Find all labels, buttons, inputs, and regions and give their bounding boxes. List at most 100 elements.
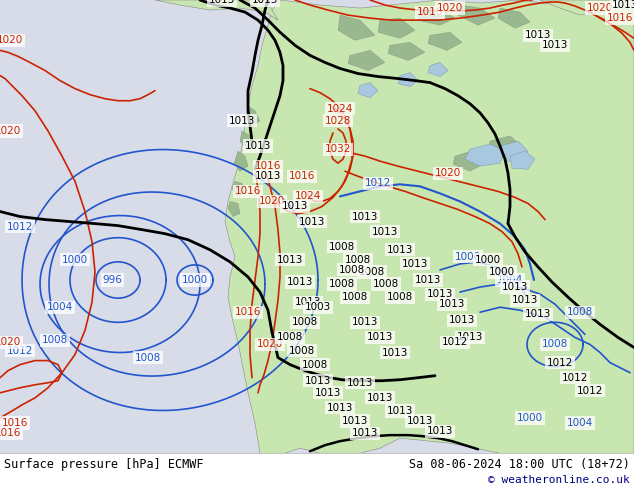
Polygon shape bbox=[428, 62, 448, 76]
Text: 1013: 1013 bbox=[352, 212, 378, 221]
Text: 1032: 1032 bbox=[325, 144, 351, 154]
Text: 1000: 1000 bbox=[455, 252, 481, 262]
Text: 1013: 1013 bbox=[347, 378, 373, 388]
Text: 1013: 1013 bbox=[525, 30, 551, 40]
Polygon shape bbox=[398, 73, 418, 87]
Text: 1016: 1016 bbox=[289, 172, 315, 181]
Text: 1000: 1000 bbox=[517, 413, 543, 423]
Text: 1016: 1016 bbox=[0, 428, 21, 438]
Polygon shape bbox=[378, 18, 415, 38]
Text: 1016: 1016 bbox=[235, 307, 261, 317]
Polygon shape bbox=[245, 106, 260, 126]
Text: 1013: 1013 bbox=[387, 406, 413, 416]
Text: 1008: 1008 bbox=[329, 279, 355, 289]
Text: 1013: 1013 bbox=[327, 403, 353, 413]
Text: 1000: 1000 bbox=[489, 267, 515, 277]
Text: 1008: 1008 bbox=[135, 353, 161, 363]
Text: 1013: 1013 bbox=[352, 318, 378, 327]
Text: 1008: 1008 bbox=[277, 332, 303, 343]
Text: 1013: 1013 bbox=[367, 332, 393, 343]
Text: © weatheronline.co.uk: © weatheronline.co.uk bbox=[488, 475, 630, 485]
Polygon shape bbox=[225, 0, 634, 453]
Text: 1013: 1013 bbox=[287, 277, 313, 287]
Text: 1013: 1013 bbox=[352, 428, 378, 438]
Text: 1008: 1008 bbox=[339, 265, 365, 275]
Text: 1008: 1008 bbox=[42, 336, 68, 345]
Text: 1013: 1013 bbox=[502, 282, 528, 292]
Text: 1028: 1028 bbox=[325, 116, 351, 126]
Text: 1020: 1020 bbox=[257, 340, 283, 349]
Text: 1008: 1008 bbox=[329, 242, 355, 252]
Text: 1008: 1008 bbox=[373, 279, 399, 289]
Polygon shape bbox=[338, 15, 375, 40]
Polygon shape bbox=[348, 50, 385, 71]
Text: 1012: 1012 bbox=[7, 345, 33, 356]
Text: 1013: 1013 bbox=[525, 309, 551, 319]
Text: 1013: 1013 bbox=[229, 116, 256, 126]
Text: 1024: 1024 bbox=[327, 104, 353, 114]
Polygon shape bbox=[500, 141, 528, 161]
Text: 1013: 1013 bbox=[387, 245, 413, 255]
Polygon shape bbox=[428, 32, 462, 50]
Polygon shape bbox=[358, 83, 378, 98]
Polygon shape bbox=[418, 8, 455, 25]
Text: 1013: 1013 bbox=[612, 0, 634, 10]
Text: 1013: 1013 bbox=[427, 289, 453, 299]
Text: 1013: 1013 bbox=[209, 0, 235, 5]
Text: 1013: 1013 bbox=[402, 259, 428, 269]
Polygon shape bbox=[240, 131, 255, 149]
Text: 1020: 1020 bbox=[0, 126, 21, 136]
Text: 1012: 1012 bbox=[365, 178, 391, 188]
Text: 1013: 1013 bbox=[415, 275, 441, 285]
Text: 1012: 1012 bbox=[442, 338, 468, 347]
Text: 1008: 1008 bbox=[542, 340, 568, 349]
Polygon shape bbox=[458, 5, 495, 25]
Polygon shape bbox=[465, 144, 505, 166]
Text: 1013: 1013 bbox=[245, 141, 271, 151]
Text: 1016: 1016 bbox=[235, 186, 261, 196]
Text: 1008: 1008 bbox=[289, 345, 315, 356]
Text: 1004: 1004 bbox=[567, 418, 593, 428]
Text: 1013: 1013 bbox=[277, 255, 303, 265]
Text: 996: 996 bbox=[102, 275, 122, 285]
Text: 1008: 1008 bbox=[345, 255, 371, 265]
Polygon shape bbox=[488, 136, 525, 159]
Text: 1012: 1012 bbox=[547, 358, 573, 368]
Text: 1013: 1013 bbox=[382, 347, 408, 358]
Text: 1013: 1013 bbox=[252, 0, 278, 5]
Text: Surface pressure [hPa] ECMWF: Surface pressure [hPa] ECMWF bbox=[4, 458, 204, 471]
Text: 1000: 1000 bbox=[182, 275, 208, 285]
Text: 1013: 1013 bbox=[295, 297, 321, 307]
Text: 1012: 1012 bbox=[562, 373, 588, 383]
Text: 1013: 1013 bbox=[542, 40, 568, 50]
Polygon shape bbox=[453, 151, 485, 171]
Text: 1008: 1008 bbox=[387, 292, 413, 302]
Text: 1013: 1013 bbox=[427, 426, 453, 436]
Text: 1013: 1013 bbox=[439, 299, 465, 309]
Text: 1003: 1003 bbox=[305, 302, 331, 312]
Text: 1016: 1016 bbox=[607, 13, 633, 23]
Text: 1012: 1012 bbox=[7, 221, 33, 232]
Polygon shape bbox=[388, 42, 425, 60]
Text: 1000: 1000 bbox=[62, 255, 88, 265]
Text: 1013: 1013 bbox=[449, 315, 476, 325]
Text: 1013: 1013 bbox=[281, 201, 308, 212]
Text: 1013: 1013 bbox=[407, 416, 433, 426]
Text: 1016: 1016 bbox=[255, 161, 281, 171]
Text: 1000: 1000 bbox=[475, 255, 501, 265]
Text: Sa 08-06-2024 18:00 UTC (18+72): Sa 08-06-2024 18:00 UTC (18+72) bbox=[409, 458, 630, 471]
Text: 1013: 1013 bbox=[512, 295, 538, 305]
Text: 1013: 1013 bbox=[315, 388, 341, 398]
Text: 1020: 1020 bbox=[587, 3, 613, 13]
Text: 1020: 1020 bbox=[435, 168, 461, 178]
Text: 1020: 1020 bbox=[0, 338, 21, 347]
Text: 1013: 1013 bbox=[367, 393, 393, 403]
Text: 1013: 1013 bbox=[372, 227, 398, 237]
Text: 1024: 1024 bbox=[295, 192, 321, 201]
Text: 1008: 1008 bbox=[567, 307, 593, 317]
Text: 1013: 1013 bbox=[299, 217, 325, 226]
Text: 1016: 1016 bbox=[2, 418, 28, 428]
Text: 1008: 1008 bbox=[342, 292, 368, 302]
Text: 1004: 1004 bbox=[497, 275, 523, 285]
Text: 1013: 1013 bbox=[457, 332, 483, 343]
